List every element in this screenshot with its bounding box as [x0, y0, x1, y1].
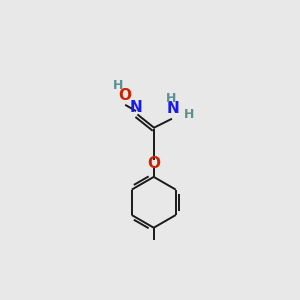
Text: H: H: [184, 108, 194, 121]
Text: O: O: [118, 88, 131, 103]
Text: H: H: [113, 79, 123, 92]
Text: N: N: [130, 100, 143, 115]
Text: N: N: [167, 101, 180, 116]
Text: O: O: [147, 155, 160, 170]
Text: H: H: [165, 92, 176, 105]
